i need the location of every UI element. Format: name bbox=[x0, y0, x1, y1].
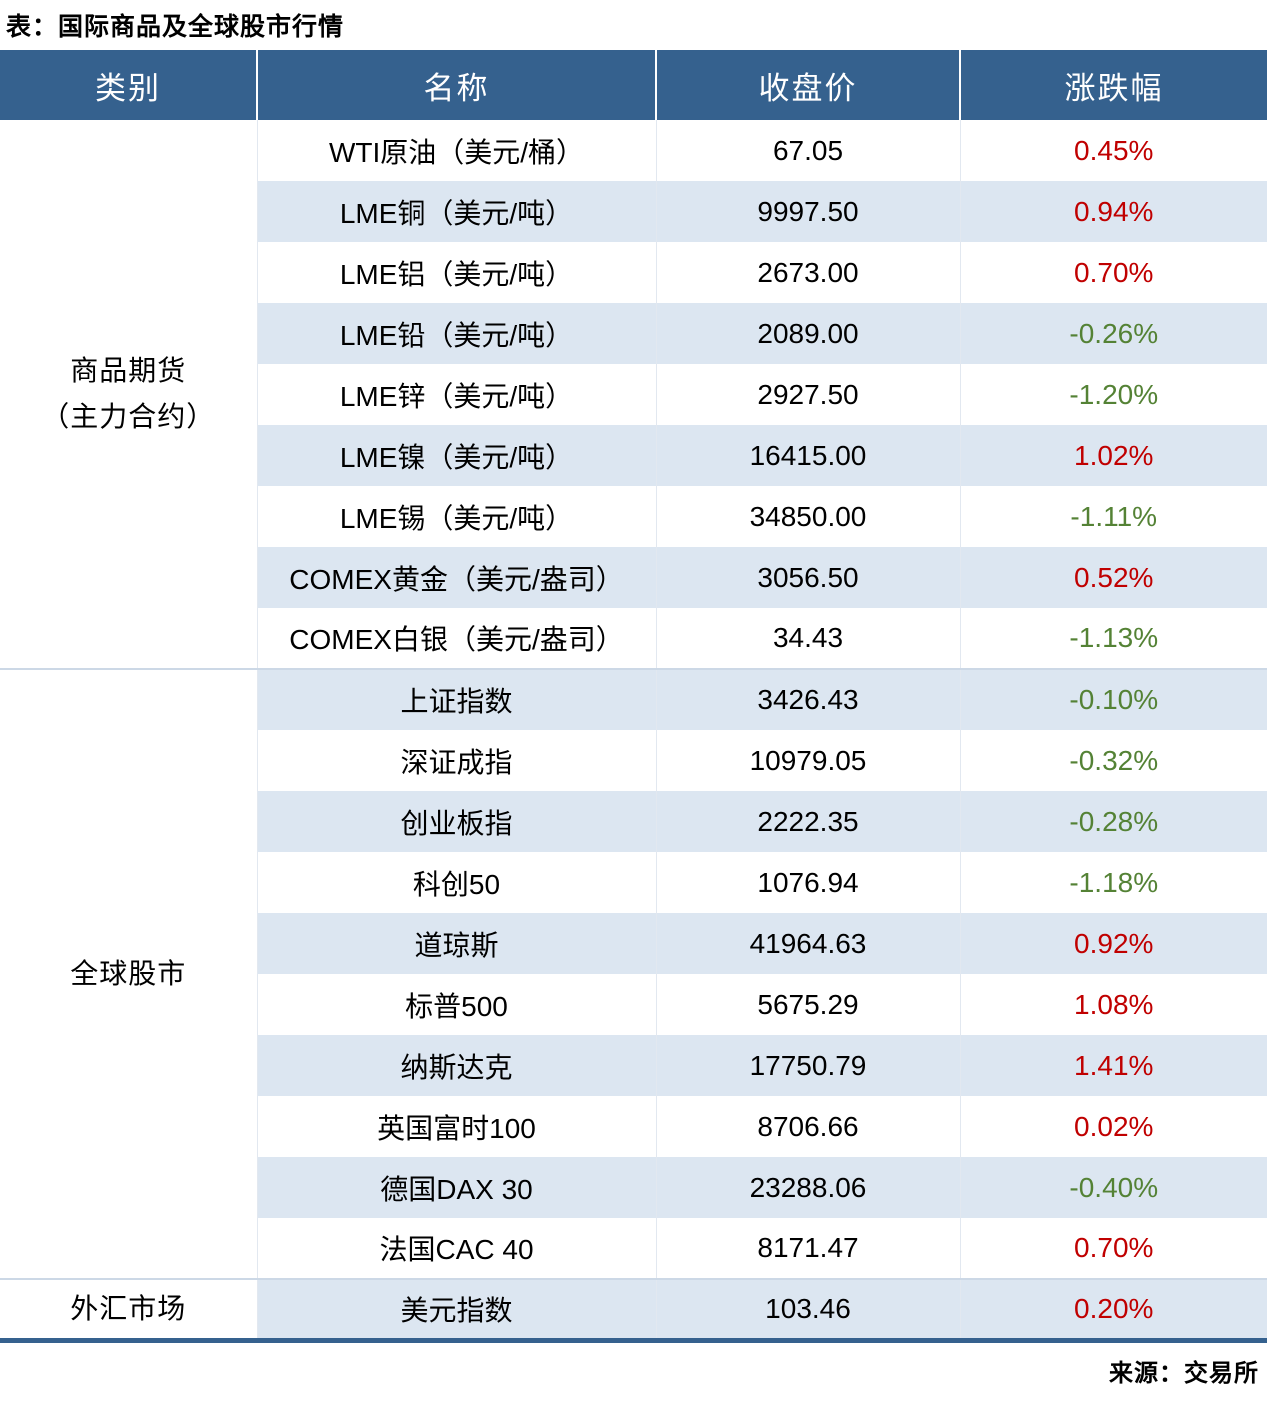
header-cell-category: 类别 bbox=[0, 50, 257, 120]
close-cell: 2927.50 bbox=[655, 364, 960, 425]
close-cell: 8706.66 bbox=[655, 1096, 960, 1157]
close-cell: 16415.00 bbox=[655, 425, 960, 486]
close-cell: 34.43 bbox=[655, 608, 960, 669]
table-row: 商品期货 （主力合约） WTI原油（美元/桶） 67.05 0.45% bbox=[0, 120, 1267, 669]
change-cell: 0.94% bbox=[959, 181, 1267, 242]
page-title: 表：国际商品及全球股市行情 bbox=[6, 13, 345, 41]
name-cell: LME铝（美元/吨） bbox=[256, 242, 656, 303]
change-cell: -1.20% bbox=[959, 364, 1267, 425]
name-cell: 科创50 bbox=[256, 852, 656, 913]
change-cell: 0.02% bbox=[959, 1096, 1267, 1157]
change-cell: 0.70% bbox=[959, 242, 1267, 303]
change-cell: -1.13% bbox=[959, 608, 1267, 669]
header-cell-name: 名称 bbox=[256, 50, 656, 120]
table-row: LME锌（美元/吨） 2927.50 -1.20% bbox=[0, 364, 1267, 425]
name-cell: WTI原油（美元/桶） bbox=[256, 120, 656, 181]
header-cell-change: 涨跌幅 bbox=[959, 50, 1267, 120]
close-cell: 41964.63 bbox=[655, 913, 960, 974]
market-table: 类别 名称 收盘价 涨跌幅 商品期货 （主力合约） WTI原油（美元/桶） 67… bbox=[0, 50, 1267, 1343]
source-note: 来源：交易所 bbox=[1109, 1359, 1259, 1387]
name-cell: 标普500 bbox=[256, 974, 656, 1035]
change-cell: -0.32% bbox=[959, 730, 1267, 791]
change-cell: 1.41% bbox=[959, 1035, 1267, 1096]
table-row: COMEX白银（美元/盎司） 34.43 -1.13% bbox=[0, 608, 1267, 669]
change-cell: -0.40% bbox=[959, 1157, 1267, 1218]
change-cell: 0.92% bbox=[959, 913, 1267, 974]
table-row: LME铜（美元/吨） 9997.50 0.94% bbox=[0, 181, 1267, 242]
table-row: 全球股市 上证指数 3426.43 -0.10% bbox=[0, 668, 1267, 1279]
table-row: 纳斯达克 17750.79 1.41% bbox=[0, 1035, 1267, 1096]
table-row: 英国富时100 8706.66 0.02% bbox=[0, 1096, 1267, 1157]
name-cell: LME铜（美元/吨） bbox=[256, 181, 656, 242]
table-row: 法国CAC 40 8171.47 0.70% bbox=[0, 1218, 1267, 1279]
category-cell: 商品期货 （主力合约） bbox=[0, 120, 257, 669]
close-cell: 67.05 bbox=[655, 120, 960, 181]
change-cell: -0.26% bbox=[959, 303, 1267, 364]
name-cell: COMEX白银（美元/盎司） bbox=[256, 608, 656, 669]
table-row: LME铅（美元/吨） 2089.00 -0.26% bbox=[0, 303, 1267, 364]
name-cell: 美元指数 bbox=[256, 1278, 656, 1340]
name-cell: COMEX黄金（美元/盎司） bbox=[256, 547, 656, 608]
close-cell: 2222.35 bbox=[655, 791, 960, 852]
close-cell: 23288.06 bbox=[655, 1157, 960, 1218]
close-cell: 2089.00 bbox=[655, 303, 960, 364]
table-row: LME铝（美元/吨） 2673.00 0.70% bbox=[0, 242, 1267, 303]
change-cell: 0.45% bbox=[959, 120, 1267, 181]
name-cell: 法国CAC 40 bbox=[256, 1218, 656, 1279]
close-cell: 1076.94 bbox=[655, 852, 960, 913]
table-row: 创业板指 2222.35 -0.28% bbox=[0, 791, 1267, 852]
close-cell: 9997.50 bbox=[655, 181, 960, 242]
change-cell: 1.02% bbox=[959, 425, 1267, 486]
table-row: 科创50 1076.94 -1.18% bbox=[0, 852, 1267, 913]
name-cell: 德国DAX 30 bbox=[256, 1157, 656, 1218]
close-cell: 10979.05 bbox=[655, 730, 960, 791]
change-cell: 0.20% bbox=[959, 1278, 1267, 1340]
name-cell: LME铅（美元/吨） bbox=[256, 303, 656, 364]
change-cell: 1.08% bbox=[959, 974, 1267, 1035]
change-cell: 0.52% bbox=[959, 547, 1267, 608]
header-cell-close: 收盘价 bbox=[655, 50, 960, 120]
change-cell: -1.18% bbox=[959, 852, 1267, 913]
close-cell: 34850.00 bbox=[655, 486, 960, 547]
close-cell: 103.46 bbox=[655, 1278, 960, 1340]
change-cell: -0.28% bbox=[959, 791, 1267, 852]
table-row: LME镍（美元/吨） 16415.00 1.02% bbox=[0, 425, 1267, 486]
name-cell: LME锡（美元/吨） bbox=[256, 486, 656, 547]
name-cell: 纳斯达克 bbox=[256, 1035, 656, 1096]
close-cell: 8171.47 bbox=[655, 1218, 960, 1279]
table-row: 外汇市场 美元指数 103.46 0.20% bbox=[0, 1278, 1267, 1340]
change-cell: -0.10% bbox=[959, 668, 1267, 730]
name-cell: 上证指数 bbox=[256, 668, 656, 730]
name-cell: 道琼斯 bbox=[256, 913, 656, 974]
name-cell: LME镍（美元/吨） bbox=[256, 425, 656, 486]
change-cell: 0.70% bbox=[959, 1218, 1267, 1279]
close-cell: 3056.50 bbox=[655, 547, 960, 608]
header-row: 类别 名称 收盘价 涨跌幅 bbox=[0, 50, 1267, 120]
category-cell: 全球股市 bbox=[0, 668, 257, 1279]
close-cell: 5675.29 bbox=[655, 974, 960, 1035]
table-row: COMEX黄金（美元/盎司） 3056.50 0.52% bbox=[0, 547, 1267, 608]
name-cell: 创业板指 bbox=[256, 791, 656, 852]
close-cell: 3426.43 bbox=[655, 668, 960, 730]
name-cell: LME锌（美元/吨） bbox=[256, 364, 656, 425]
category-cell: 外汇市场 bbox=[0, 1278, 257, 1340]
close-cell: 2673.00 bbox=[655, 242, 960, 303]
table-row: 深证成指 10979.05 -0.32% bbox=[0, 730, 1267, 791]
name-cell: 深证成指 bbox=[256, 730, 656, 791]
name-cell: 英国富时100 bbox=[256, 1096, 656, 1157]
close-cell: 17750.79 bbox=[655, 1035, 960, 1096]
change-cell: -1.11% bbox=[959, 486, 1267, 547]
table-row: 德国DAX 30 23288.06 -0.40% bbox=[0, 1157, 1267, 1218]
table-row: LME锡（美元/吨） 34850.00 -1.11% bbox=[0, 486, 1267, 547]
table-row: 标普500 5675.29 1.08% bbox=[0, 974, 1267, 1035]
table-row: 道琼斯 41964.63 0.92% bbox=[0, 913, 1267, 974]
